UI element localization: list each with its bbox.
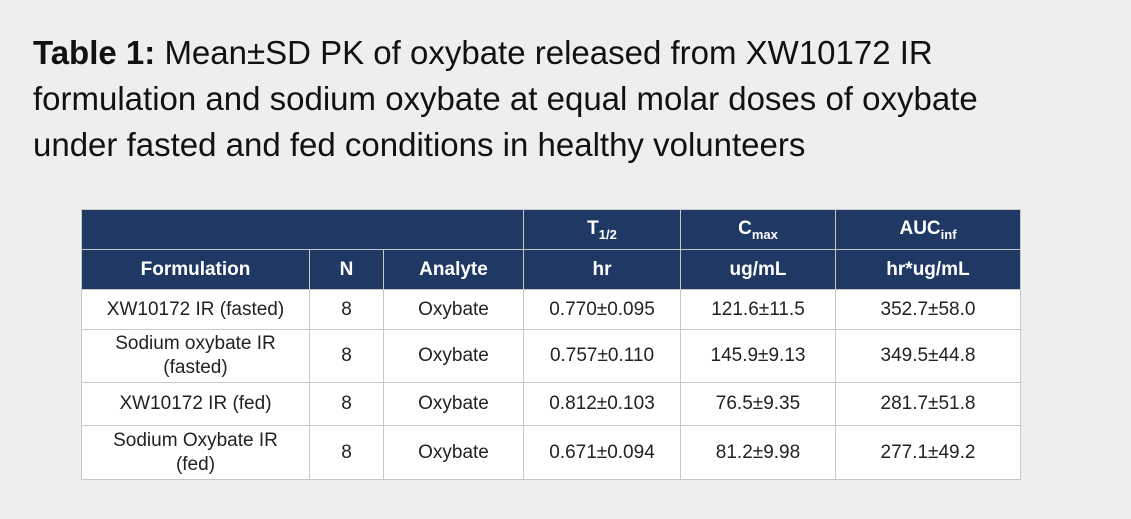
table-cell: Oxybate <box>383 329 524 383</box>
pk-table: T1/2 Cmax AUCinf Formulation N Analyte hr ug/m… <box>81 209 1021 480</box>
cell-line: (fasted) <box>163 357 228 378</box>
header-text: T <box>587 217 599 239</box>
table-cell: 277.1±49.2 <box>835 425 1021 480</box>
title-label: Table 1: <box>33 34 156 71</box>
header-cell: AUCinf <box>835 209 1021 250</box>
title-line: formulation and sodium oxybate at equal … <box>33 80 978 117</box>
header-text: AUC <box>899 217 941 239</box>
header-cell: Formulation <box>81 249 310 290</box>
table-cell: 8 <box>309 425 384 480</box>
title: Table 1: Mean±SD PK of oxybate released … <box>33 30 978 168</box>
table-cell: 0.812±0.103 <box>523 382 681 426</box>
table-cell: Oxybate <box>383 425 524 480</box>
title-text: Mean±SD PK of oxybate released from XW10… <box>164 34 933 71</box>
cell-line: XW10172 IR (fasted) <box>106 298 285 320</box>
header-cell: ug/mL <box>680 249 836 290</box>
table-cell: 0.671±0.094 <box>523 425 681 480</box>
table-cell: XW10172 IR (fasted) <box>81 289 310 330</box>
table-row: XW10172 IR (fed) 8 Oxybate 0.812±0.103 76.5±… <box>81 382 1021 426</box>
table-cell: 281.7±51.8 <box>835 382 1021 426</box>
table-cell: Sodium oxybate IR (fasted) <box>81 329 310 383</box>
title-line: Table 1: Mean±SD PK of oxybate released … <box>33 30 978 76</box>
table-cell: 121.6±11.5 <box>680 289 836 330</box>
table-cell: XW10172 IR (fed) <box>81 382 310 426</box>
table-cell: Oxybate <box>383 289 524 330</box>
table-cell: 8 <box>309 382 384 426</box>
cell-line: XW10172 IR (fed) <box>119 393 272 414</box>
header-cell: Analyte <box>383 249 524 290</box>
header-row: Formulation N Analyte hr ug/mL hr*ug/mL <box>81 249 1021 290</box>
title-line: under fasted and fed conditions in healt… <box>33 126 806 163</box>
header-row: T1/2 Cmax AUCinf <box>81 209 1021 250</box>
table-row: XW10172 IR (fasted) 8 Oxybate 0.770±0.095 12… <box>81 289 1021 330</box>
table-cell: Sodium Oxybate IR (fed) <box>81 425 310 480</box>
header-cell: hr <box>523 249 681 290</box>
cell-line: Sodium oxybate IR <box>115 333 276 354</box>
header-cell: T1/2 <box>523 209 681 250</box>
table-cell: 349.5±44.8 <box>835 329 1021 383</box>
table-cell: 0.757±0.110 <box>523 329 681 383</box>
cell-line: (fed) <box>175 453 216 475</box>
table-cell: 0.770±0.095 <box>523 289 681 330</box>
table-cell: Oxybate <box>383 382 524 426</box>
table-row: Sodium Oxybate IR (fed) 8 Oxybate 0.671±0.09… <box>81 425 1021 480</box>
table-cell: 352.7±58.0 <box>835 289 1021 330</box>
header-cell: hr*ug/mL <box>835 249 1021 290</box>
table-cell: 8 <box>309 329 384 383</box>
table-cell: 8 <box>309 289 384 330</box>
header-cell <box>81 209 524 250</box>
header-cell: N <box>309 249 384 290</box>
header-cell: Cmax <box>680 209 836 250</box>
table-row: Sodium oxybate IR (fasted) 8 Oxybate 0.757±0… <box>81 329 1021 383</box>
cell-line: Sodium Oxybate IR <box>113 429 278 451</box>
header-text: C <box>738 217 752 239</box>
table-cell: 145.9±9.13 <box>680 329 836 383</box>
header-subscript: inf <box>940 226 957 242</box>
header-subscript: max <box>751 226 778 242</box>
table-cell: 81.2±9.98 <box>680 425 836 480</box>
table-cell: 76.5±9.35 <box>680 382 836 426</box>
header-subscript: 1/2 <box>598 226 617 242</box>
